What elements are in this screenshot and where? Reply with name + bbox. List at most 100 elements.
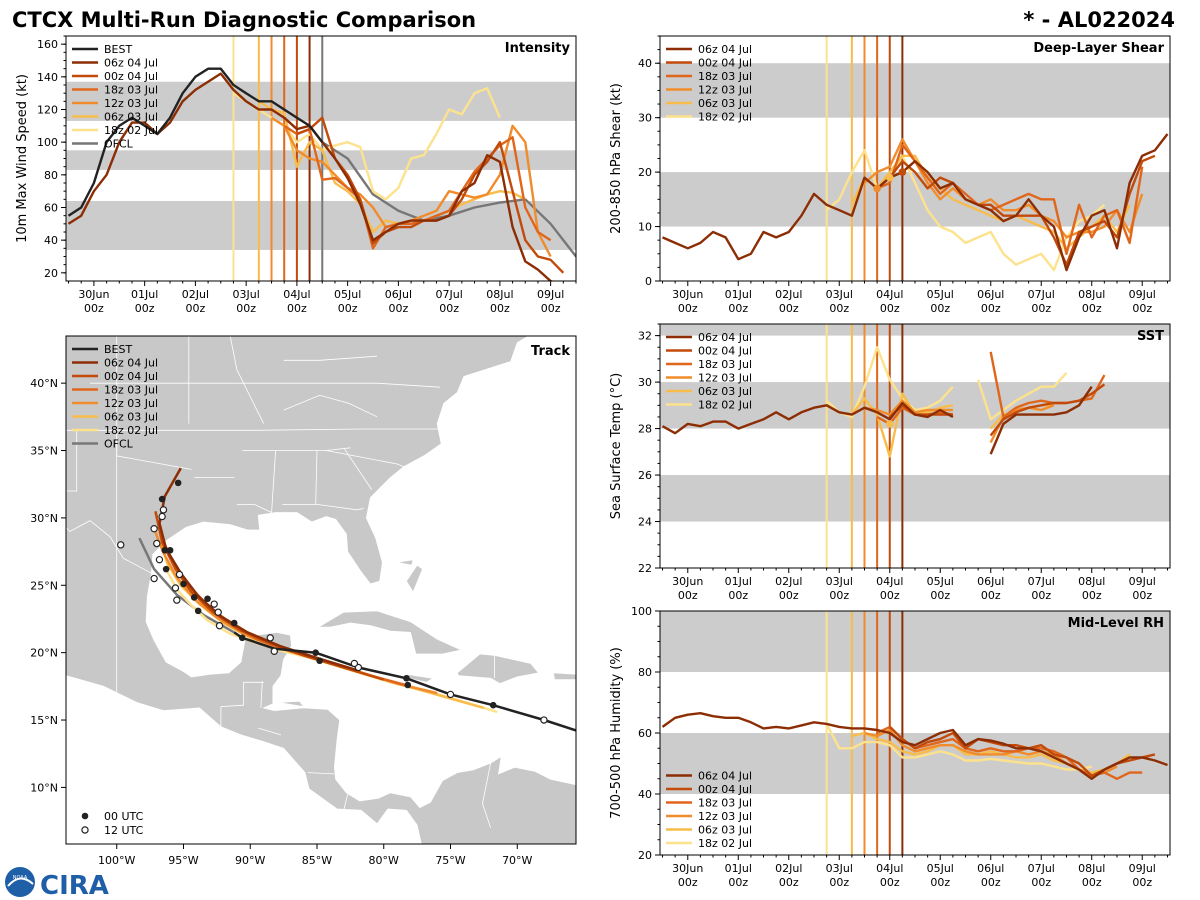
- x-tick-date: 06Jul: [977, 575, 1004, 588]
- x-tick-date: 08Jul: [1078, 575, 1105, 588]
- political-border: [315, 450, 318, 505]
- fix-00utc-marker: [158, 495, 166, 503]
- legend-label-12z-03-jul: 12z 03 Jul: [698, 84, 752, 97]
- x-tick-date: 02Jul: [775, 575, 802, 588]
- x-tick-date: 07Jul: [435, 288, 462, 301]
- political-border: [66, 430, 78, 492]
- legend-label-06z-03-jul: 06z 03 Jul: [104, 411, 158, 424]
- legend-label-06z-04-jul: 06z 04 Jul: [698, 43, 752, 56]
- lat-tick-label: 40°N: [30, 377, 58, 390]
- legend-label-18z-03-jul: 18z 03 Jul: [698, 797, 752, 810]
- legend-label-00z-04-jul: 00z 04 Jul: [698, 57, 752, 70]
- political-border: [66, 428, 440, 431]
- legend-filled-marker: [81, 812, 89, 820]
- legend-label-12z-03-jul: 12z 03 Jul: [104, 397, 158, 410]
- legend-label-18z-03-jul: 18z 03 Jul: [104, 384, 158, 397]
- legend-label-06z-04-jul: 06z 04 Jul: [104, 357, 158, 370]
- lat-tick-label: 35°N: [30, 445, 58, 458]
- noaa-text: NOAA: [13, 875, 28, 881]
- x-tick-date: 03Jul: [233, 288, 260, 301]
- track-line-best: [233, 631, 576, 732]
- x-tick-date: 04Jul: [283, 288, 310, 301]
- x-tick-hour: 00z: [1082, 589, 1102, 602]
- x-tick-date: 01Jul: [725, 575, 752, 588]
- x-tick-hour: 00z: [1031, 302, 1051, 315]
- political-border: [258, 727, 282, 736]
- y-tick-label: 22: [638, 562, 652, 575]
- political-border: [283, 394, 378, 418]
- x-tick-hour: 00z: [728, 589, 748, 602]
- legend-label-ofcl: OFCL: [104, 438, 134, 451]
- fix-12utc-marker: [117, 541, 125, 549]
- y-tick-label: 60: [44, 202, 58, 215]
- threshold-band: [66, 150, 576, 170]
- x-tick-hour: 00z: [135, 302, 155, 315]
- x-tick-hour: 00z: [1082, 302, 1102, 315]
- series-line-06z-04-jul: [989, 386, 1093, 455]
- x-tick-date: 09Jul: [1129, 575, 1156, 588]
- cira-text: CIRA: [40, 871, 109, 900]
- x-tick-date: 07Jul: [1028, 862, 1055, 875]
- y-tick-label: 20: [44, 267, 58, 280]
- x-tick-hour: 00z: [1132, 302, 1152, 315]
- x-tick-hour: 00z: [678, 589, 698, 602]
- x-tick-date: 02Jul: [182, 288, 209, 301]
- x-tick-date: 06Jul: [977, 862, 1004, 875]
- series-line-06z-04-jul: [662, 133, 1169, 272]
- series-line-18z-02-jul: [825, 723, 1092, 771]
- intensity-panel: 2040608010012014016030Jun00z01Jul00z02Ju…: [15, 35, 577, 315]
- x-tick-date: 01Jul: [131, 288, 158, 301]
- x-tick-hour: 00z: [728, 876, 748, 889]
- fix-00utc-marker: [312, 649, 319, 656]
- y-axis-label: Sea Surface Temp (°C): [609, 373, 624, 520]
- fix-12utc-marker: [446, 690, 455, 699]
- threshold-band: [660, 324, 1170, 336]
- x-tick-hour: 00z: [84, 302, 104, 315]
- x-tick-hour: 00z: [728, 302, 748, 315]
- fix-12utc-marker: [153, 539, 161, 548]
- x-tick-hour: 00z: [186, 302, 206, 315]
- threshold-band: [660, 382, 1170, 429]
- x-tick-date: 06Jul: [977, 288, 1004, 301]
- y-tick-label: 30: [638, 376, 652, 389]
- y-tick-label: 120: [37, 104, 58, 117]
- lon-tick-label: 100°W: [98, 854, 135, 867]
- panel-title: Mid-Level RH: [1068, 616, 1164, 631]
- lon-tick-label: 70°W: [502, 854, 532, 867]
- political-border: [343, 794, 349, 811]
- legend-label-00z-04-jul: 00z 04 Jul: [698, 345, 752, 358]
- lat-tick-label: 10°N: [30, 781, 58, 794]
- x-tick-date: 03Jul: [826, 862, 853, 875]
- fix-00utc-marker: [238, 634, 246, 642]
- series-line-18z-03-jul: [876, 143, 1144, 256]
- init-point-marker: [898, 168, 907, 176]
- threshold-band: [660, 611, 1170, 672]
- track-panel: 100°W 95°W 90°W 85°W 80°W 75°W 70°W 10°N 15°N 20°…: [30, 335, 577, 867]
- threshold-band: [660, 63, 1170, 118]
- legend-label-18z-03-jul: 18z 03 Jul: [698, 358, 752, 371]
- lon-tick-label: 95°W: [168, 854, 198, 867]
- fix-12utc-marker: [350, 659, 359, 668]
- fix-12utc-marker: [173, 596, 181, 604]
- y-tick-label: 20: [638, 849, 652, 862]
- x-tick-hour: 00z: [236, 302, 256, 315]
- fix-12utc-marker: [215, 622, 224, 630]
- x-tick-date: 30Jun: [672, 575, 703, 588]
- x-tick-date: 03Jul: [826, 575, 853, 588]
- political-border: [66, 520, 152, 574]
- x-tick-date: 07Jul: [1028, 288, 1055, 301]
- political-border: [271, 450, 276, 513]
- fix-00utc-marker: [190, 594, 198, 601]
- y-tick-label: 160: [37, 38, 58, 51]
- x-tick-date: 09Jul: [1129, 862, 1156, 875]
- series-line-best: [67, 67, 324, 217]
- fix-12utc-marker: [266, 634, 274, 642]
- y-tick-label: 40: [638, 57, 652, 70]
- legend-label-best: BEST: [104, 343, 132, 356]
- fix-12utc-marker: [159, 506, 168, 514]
- x-tick-hour: 00z: [1132, 589, 1152, 602]
- x-tick-hour: 00z: [678, 302, 698, 315]
- y-axis-label: 10m Max Wind Speed (kt): [15, 74, 30, 243]
- x-tick-date: 09Jul: [1129, 288, 1156, 301]
